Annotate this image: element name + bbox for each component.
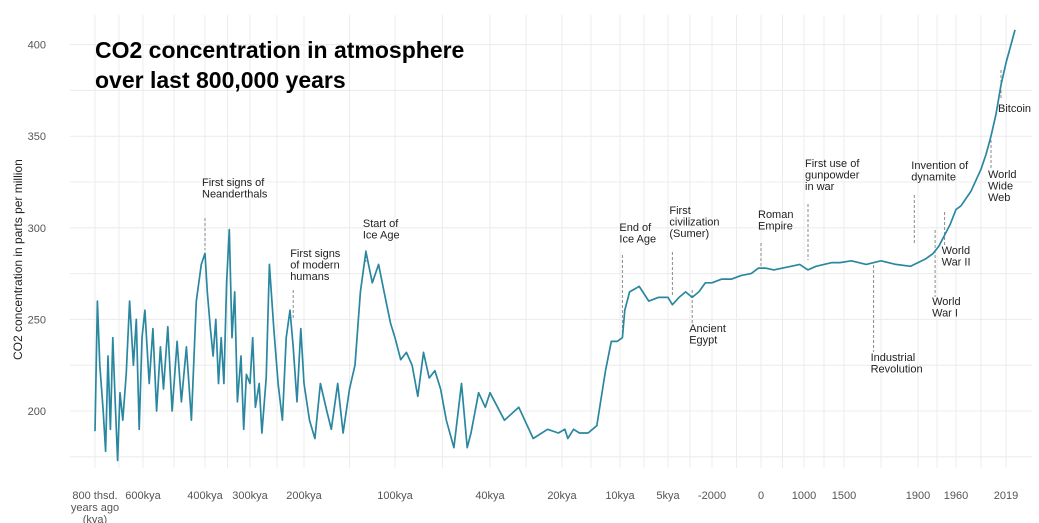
annotation-label: Ancient Egypt xyxy=(689,323,726,347)
series-group xyxy=(94,29,1016,462)
annotation-label: First civilization (Sumer) xyxy=(669,205,719,240)
annotation-label: World War I xyxy=(932,296,961,320)
y-tick-label: 400 xyxy=(28,40,46,52)
x-tick-label: 5kya xyxy=(656,490,680,502)
y-axis-label: CO2 concentration in parts per million xyxy=(11,159,25,360)
x-tick-label: 100kya xyxy=(377,490,413,502)
chart-title: CO2 concentration in atmosphere over last… xyxy=(95,37,464,93)
x-tick-label: 1000 xyxy=(792,490,816,502)
annotation-leaders xyxy=(204,70,1002,352)
annotation-label: Start of Ice Age xyxy=(363,218,400,242)
annotation-label: Roman Empire xyxy=(758,209,793,233)
annotation-label: World War II xyxy=(942,245,971,269)
x-tick-label: 300kya xyxy=(232,490,268,502)
chart-title-line: over last 800,000 years xyxy=(95,67,346,93)
x-tick-label: 2019 xyxy=(994,490,1018,502)
y-tick-label: 350 xyxy=(28,131,46,143)
annotation-label: First signs of modern humans xyxy=(290,248,341,283)
annotation-label: First use of gunpowder in war xyxy=(805,158,860,193)
x-tick-label: 20kya xyxy=(547,490,577,502)
x-tick-label: 600kya xyxy=(125,490,161,502)
x-tick-label: 200kya xyxy=(286,490,322,502)
annotations: First signs of Neanderthals First signs of … xyxy=(202,103,1031,376)
co2-line xyxy=(94,29,1016,462)
x-tick-label: 1960 xyxy=(944,490,968,502)
x-tick-label: 1500 xyxy=(832,490,856,502)
annotation-label: First signs of Neanderthals xyxy=(202,177,268,201)
y-axis-ticks: 200 250 300 350 400 xyxy=(28,40,46,418)
x-tick-label: -2000 xyxy=(698,490,726,502)
x-axis-ticks: 800 thsd. years ago (kya) 600kya 400kya 300ky… xyxy=(71,490,1018,523)
y-tick-label: 200 xyxy=(28,406,46,418)
annotation-label: Industrial Revolution xyxy=(871,352,923,376)
y-tick-label: 300 xyxy=(28,223,46,235)
x-tick-label: 1900 xyxy=(906,490,930,502)
x-tick-label: 0 xyxy=(758,490,764,502)
x-tick-label: 10kya xyxy=(605,490,635,502)
x-tick-label: 400kya xyxy=(187,490,223,502)
y-tick-label: 250 xyxy=(28,314,46,326)
annotation-label: Bitcoin xyxy=(998,103,1031,115)
x-tick-label: 800 thsd. years ago (kya) xyxy=(71,490,119,523)
x-tick-label: 40kya xyxy=(475,490,505,502)
annotation-label: World Wide Web xyxy=(988,169,1017,204)
annotation-label: Invention of dynamite xyxy=(911,160,969,184)
annotation-label: End of Ice Age xyxy=(619,222,656,246)
chart-title-line: CO2 concentration in atmosphere xyxy=(95,37,464,63)
